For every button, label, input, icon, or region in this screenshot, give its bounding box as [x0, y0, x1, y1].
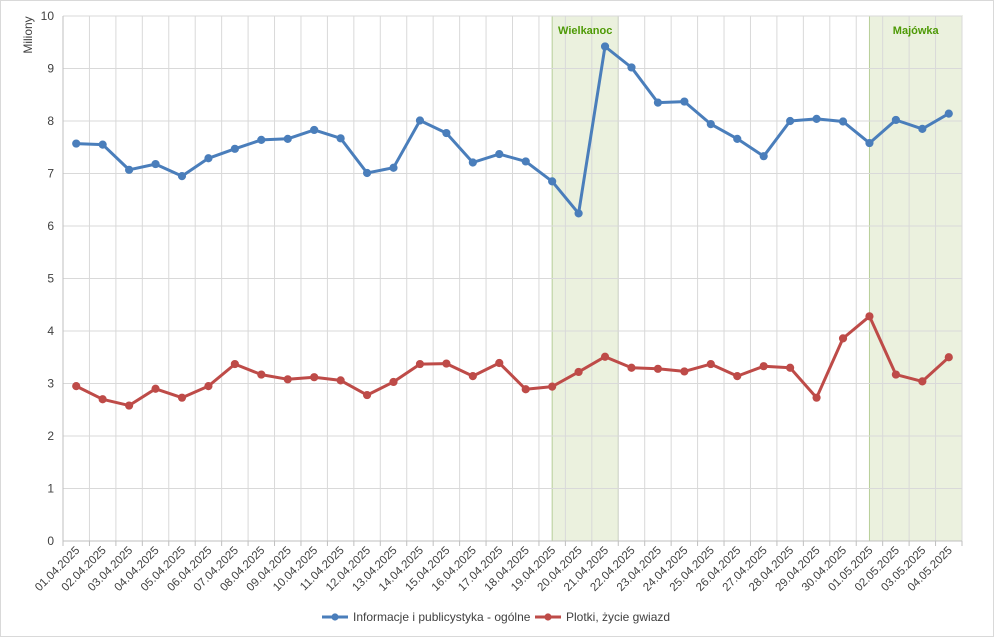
- legend-swatch-marker-0: [331, 613, 339, 621]
- data-point: [415, 116, 425, 125]
- y-tick-label: 1: [47, 482, 54, 496]
- data-point: [283, 375, 292, 384]
- data-point: [891, 115, 900, 125]
- data-point: [759, 362, 768, 371]
- data-point: [812, 114, 821, 124]
- data-point: [759, 152, 768, 161]
- data-point: [151, 384, 160, 393]
- data-point: [415, 359, 425, 369]
- axis-layer: 01234567891001.04.202502.04.202503.04.20…: [33, 9, 963, 594]
- data-point: [125, 401, 134, 410]
- data-point: [98, 140, 107, 149]
- y-tick-label: 3: [47, 377, 54, 391]
- data-point: [653, 98, 663, 107]
- data-point: [706, 359, 715, 369]
- data-point: [521, 385, 530, 394]
- data-point: [442, 359, 451, 368]
- y-tick-label: 2: [47, 429, 54, 443]
- legend-label-0: Informacje i publicystyka - ogólne: [353, 610, 531, 624]
- band-label-0: Wielkanoc: [558, 25, 612, 37]
- data-point: [812, 393, 821, 402]
- y-tick-label: 7: [47, 167, 54, 181]
- data-point: [468, 158, 477, 167]
- band-label-layer: Wielkanoc Majówka: [558, 25, 939, 37]
- legend-label-1: Plotki, życie gwiazd: [566, 610, 670, 624]
- data-point: [600, 42, 610, 51]
- data-point: [521, 157, 530, 166]
- y-tick-label: 9: [47, 62, 54, 76]
- data-point: [495, 358, 504, 368]
- data-point: [310, 125, 319, 135]
- data-point: [389, 163, 398, 172]
- data-point: [706, 120, 715, 129]
- data-point: [283, 134, 292, 143]
- data-point: [310, 373, 319, 382]
- data-point: [98, 395, 107, 404]
- data-point: [125, 165, 134, 174]
- data-point: [838, 334, 848, 343]
- band-label-1: Majówka: [893, 25, 940, 37]
- y-tick-label: 0: [47, 534, 54, 548]
- data-point: [627, 363, 636, 372]
- data-point: [733, 134, 742, 143]
- data-point: [733, 372, 742, 381]
- y-tick-label: 8: [47, 114, 54, 128]
- grid-layer: [62, 15, 963, 542]
- data-point: [389, 377, 398, 387]
- y-tick-label: 4: [47, 324, 54, 338]
- data-point: [574, 209, 583, 218]
- y-axis-label: Miliony: [21, 16, 35, 53]
- data-point: [230, 359, 239, 369]
- data-point: [177, 172, 187, 181]
- data-point: [204, 154, 213, 163]
- data-point: [548, 177, 557, 186]
- data-point: [442, 128, 451, 138]
- y-tick-label: 6: [47, 219, 54, 233]
- data-point: [653, 364, 663, 373]
- series-line-0: [74, 45, 951, 215]
- data-point: [177, 393, 187, 402]
- data-point: [362, 390, 372, 400]
- data-point: [204, 382, 213, 391]
- series-line-1: [74, 314, 951, 407]
- data-point: [680, 97, 689, 106]
- data-point: [230, 144, 239, 153]
- series-layer: [72, 42, 953, 410]
- data-point: [362, 168, 372, 178]
- data-point: [72, 382, 81, 391]
- data-point: [865, 312, 874, 321]
- data-point: [918, 124, 927, 133]
- data-point: [468, 372, 477, 381]
- data-point: [865, 138, 874, 148]
- y-tick-label: 5: [47, 272, 54, 286]
- data-point: [600, 352, 610, 361]
- data-point: [891, 370, 900, 379]
- data-point: [495, 149, 504, 159]
- data-point: [786, 116, 795, 126]
- data-point: [72, 139, 81, 148]
- data-point: [548, 382, 557, 391]
- data-point: [918, 377, 927, 386]
- data-point: [257, 135, 266, 144]
- data-point: [574, 367, 583, 377]
- data-point: [627, 63, 636, 72]
- legend-swatch-marker-1: [544, 613, 552, 621]
- data-point: [336, 134, 345, 143]
- data-point: [786, 363, 795, 372]
- data-point: [680, 367, 689, 376]
- data-point: [151, 159, 160, 169]
- y-tick-label: 10: [41, 9, 55, 23]
- legend: Informacje i publicystyka - ogólne Plotki…: [322, 610, 670, 624]
- data-point: [838, 117, 848, 126]
- data-point: [336, 376, 345, 385]
- data-point: [257, 370, 266, 379]
- data-point: [944, 109, 953, 118]
- data-point: [944, 353, 953, 362]
